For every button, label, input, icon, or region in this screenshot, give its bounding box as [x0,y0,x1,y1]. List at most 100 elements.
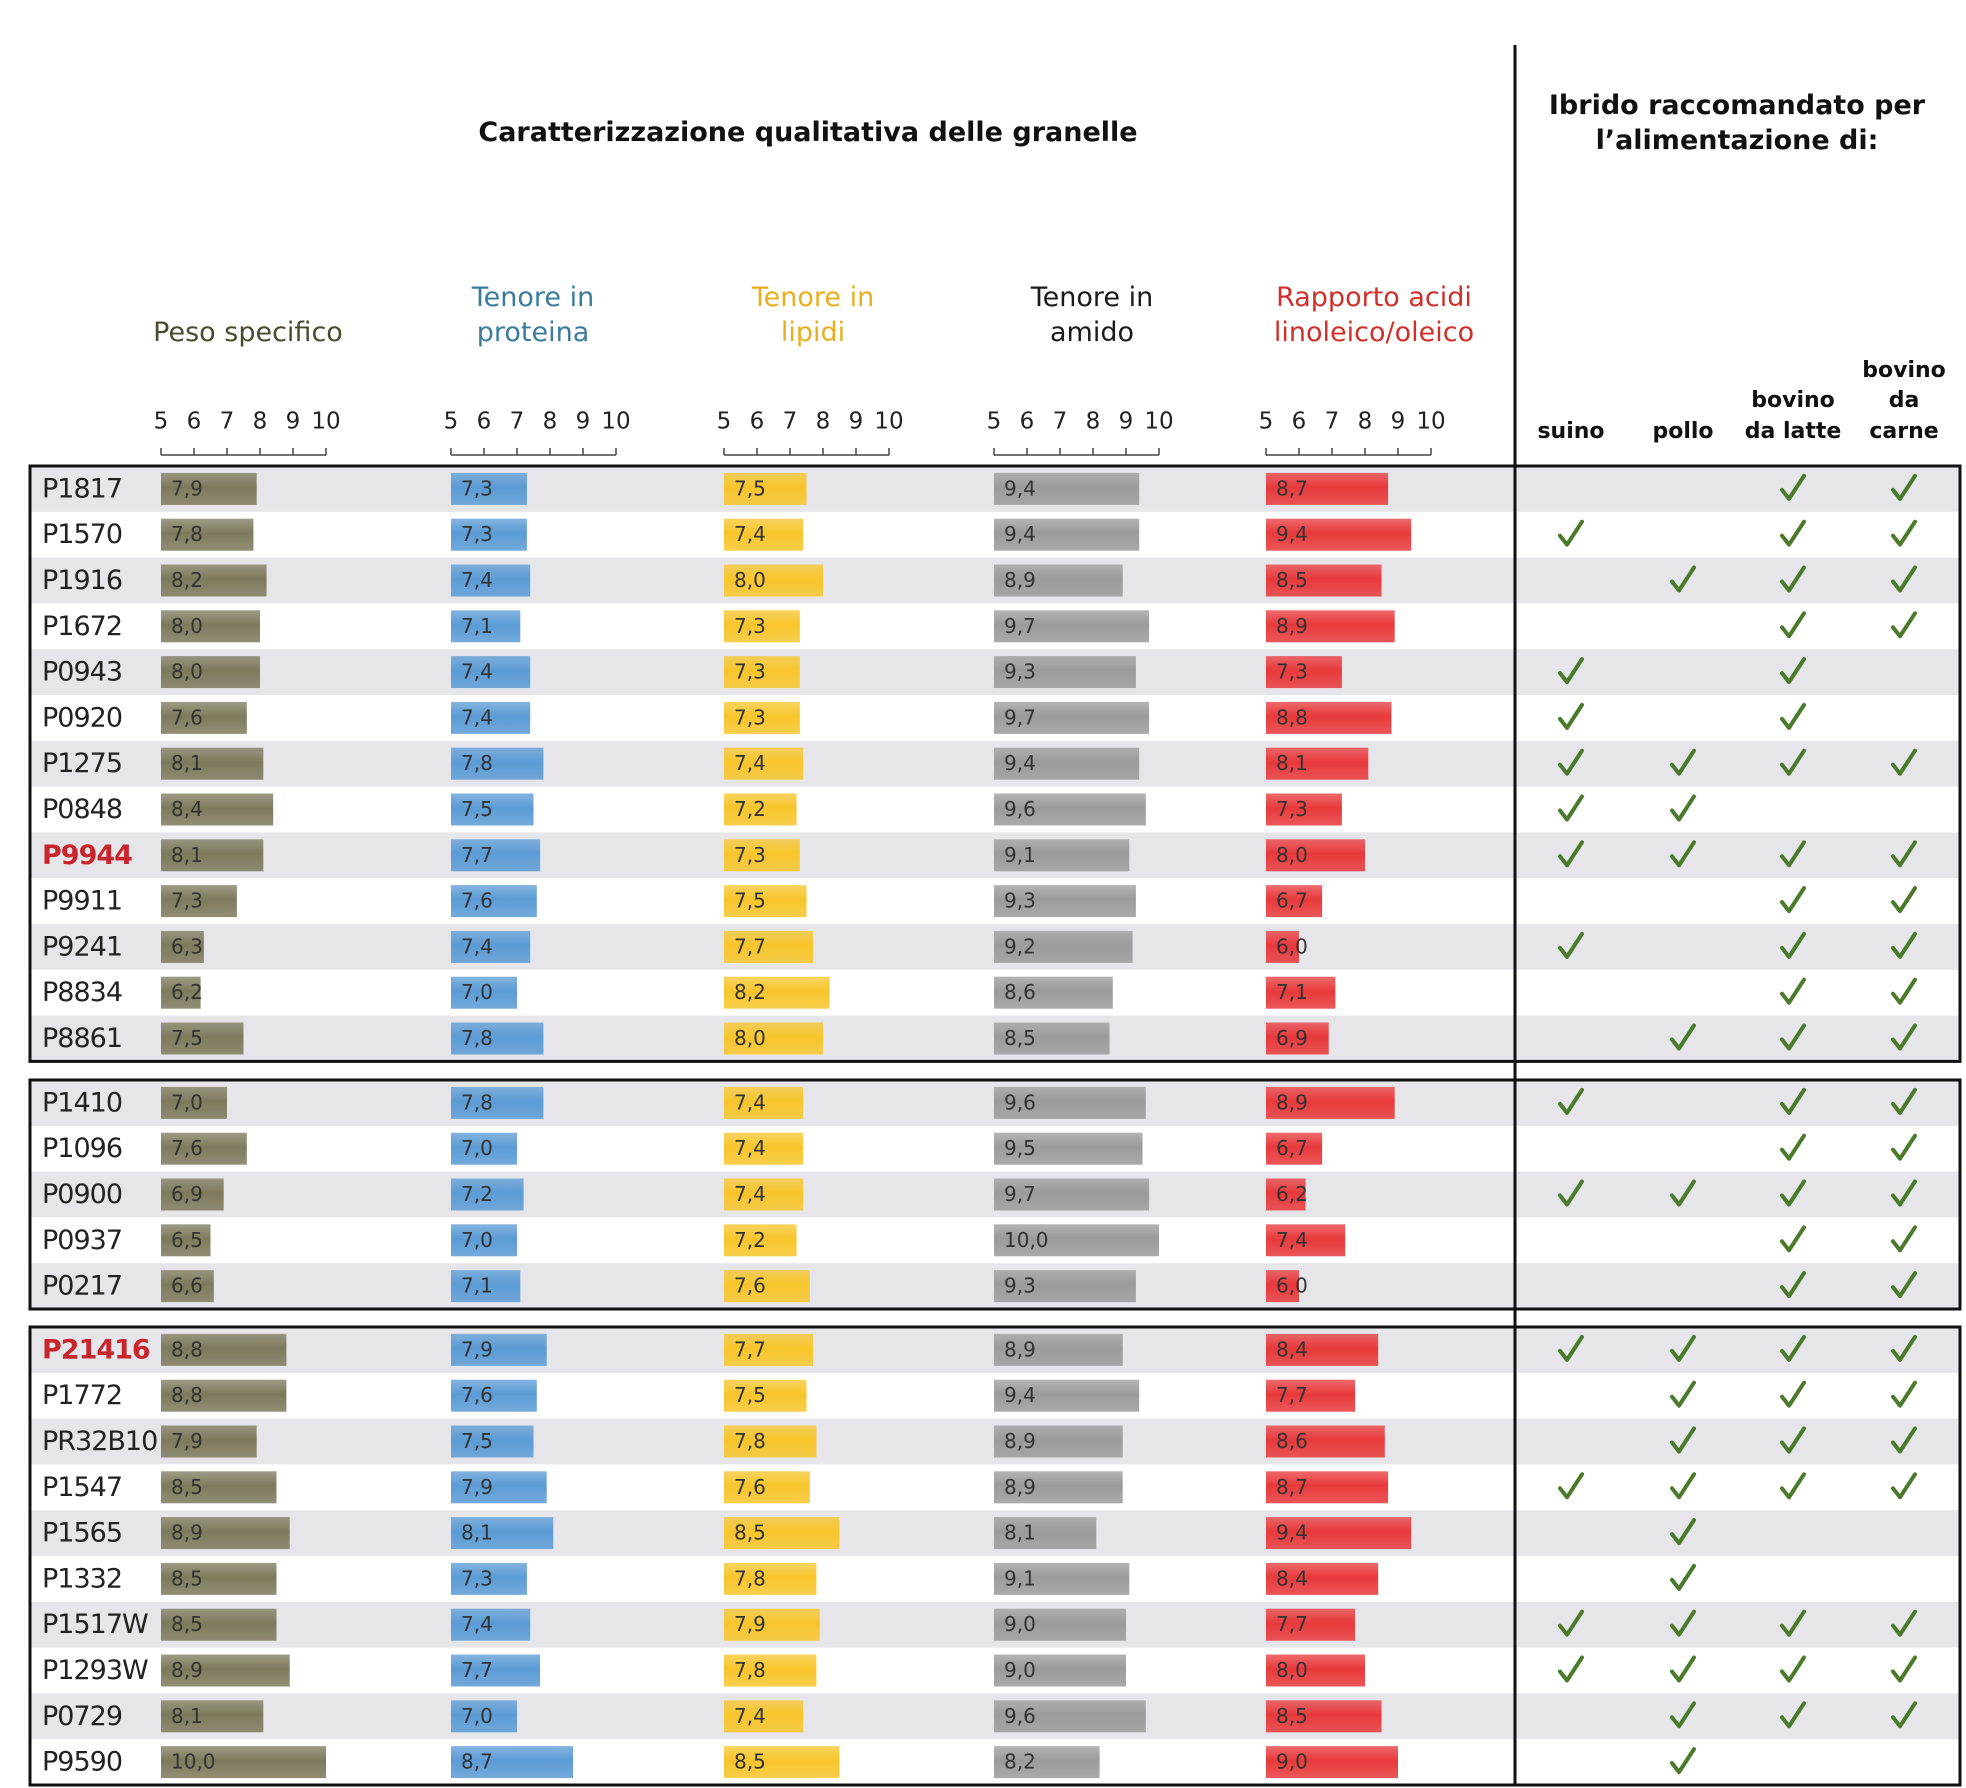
bar [724,1562,817,1595]
tick-label: 5 [1259,409,1274,435]
bar-label: 8,0 [171,614,203,638]
bar [1266,930,1299,963]
row-name: P0937 [42,1225,122,1256]
bar [994,839,1130,872]
check [1780,611,1806,639]
bar-label: 7,8 [734,1566,766,1590]
tick-label: 6 [1292,409,1307,435]
check [1891,1701,1917,1729]
bar-label: 7,3 [461,476,493,500]
bar-label: 8,9 [1004,1475,1036,1499]
bar [451,885,537,918]
check [1780,1380,1806,1408]
bar [724,1654,817,1687]
tick-label: 6 [750,409,765,435]
bar [161,1517,290,1550]
bar-label: 7,6 [461,889,493,913]
bar-label: 7,4 [734,522,766,546]
check [1780,1701,1806,1729]
check [1558,1609,1584,1637]
check [1558,1334,1584,1362]
bar [724,930,814,963]
bar [451,1425,534,1458]
bar [451,1270,521,1303]
check [1780,702,1806,730]
bar-label: 8,1 [461,1521,493,1545]
bar [161,1132,247,1165]
bar [161,564,267,597]
check [1891,1334,1917,1362]
bar [1266,1608,1356,1641]
check [1558,1655,1584,1683]
bar [451,1178,524,1211]
check [1780,657,1806,685]
check [1891,748,1917,776]
tick-label: 8 [816,409,831,435]
bar-label: 10,0 [1004,1228,1049,1252]
bar [994,1700,1146,1733]
bar [724,1333,814,1366]
row-name: P9911 [42,886,122,917]
bar [1266,1022,1329,1055]
check [1891,1426,1917,1454]
bar [994,610,1150,643]
check [1670,1179,1696,1207]
bar [161,1562,277,1595]
bar-label: 8,9 [1004,1429,1036,1453]
bar-label: 9,4 [1004,476,1036,500]
tick-label: 10 [601,409,630,435]
bar [1266,976,1336,1009]
check [1780,840,1806,868]
bar-label: 7,8 [461,751,493,775]
check [1670,1747,1696,1775]
bar [724,839,800,872]
bar [724,976,830,1009]
bar [161,885,237,918]
tick-label: 10 [874,409,903,435]
bar [451,1224,517,1257]
bar-label: 6,7 [1276,1136,1308,1160]
check [1891,1023,1917,1051]
bar [161,518,254,551]
bar [451,1022,544,1055]
bar-label: 8,5 [171,1475,203,1499]
bar-label: 7,0 [461,1704,493,1728]
bar [451,747,544,780]
bar-label: 8,5 [171,1612,203,1636]
bar [724,656,800,689]
bar-label: 7,4 [461,934,493,958]
row-name: P1547 [42,1472,122,1503]
bar [161,1224,211,1257]
bar [724,472,807,505]
bar-label: 6,5 [171,1228,203,1252]
bar-label: 8,2 [734,980,766,1004]
bar [724,1022,823,1055]
check [1670,1472,1696,1500]
bar [724,1379,807,1412]
bar [994,1086,1146,1119]
tick-label: 7 [510,409,525,435]
row-name: P1332 [42,1563,122,1594]
bar [1266,1086,1395,1119]
main-title: Caratterizzazione qualitativa delle gran… [478,116,1138,148]
bar [994,885,1136,918]
bar-label: 9,0 [1276,1750,1308,1774]
bar [994,1562,1130,1595]
check [1670,748,1696,776]
bar [1266,839,1365,872]
check [1670,1518,1696,1546]
check [1891,473,1917,501]
check [1670,1563,1696,1591]
bar-label: 8,2 [1004,1750,1036,1774]
bar-label: 7,1 [461,1274,493,1298]
check [1558,748,1584,776]
bar-label: 8,9 [1004,1337,1036,1361]
bar-label: 7,4 [461,568,493,592]
check [1891,1609,1917,1637]
bar-label: 9,4 [1004,1383,1036,1407]
bar [994,1654,1126,1687]
bar [724,1132,804,1165]
row-name: P1565 [42,1518,122,1549]
